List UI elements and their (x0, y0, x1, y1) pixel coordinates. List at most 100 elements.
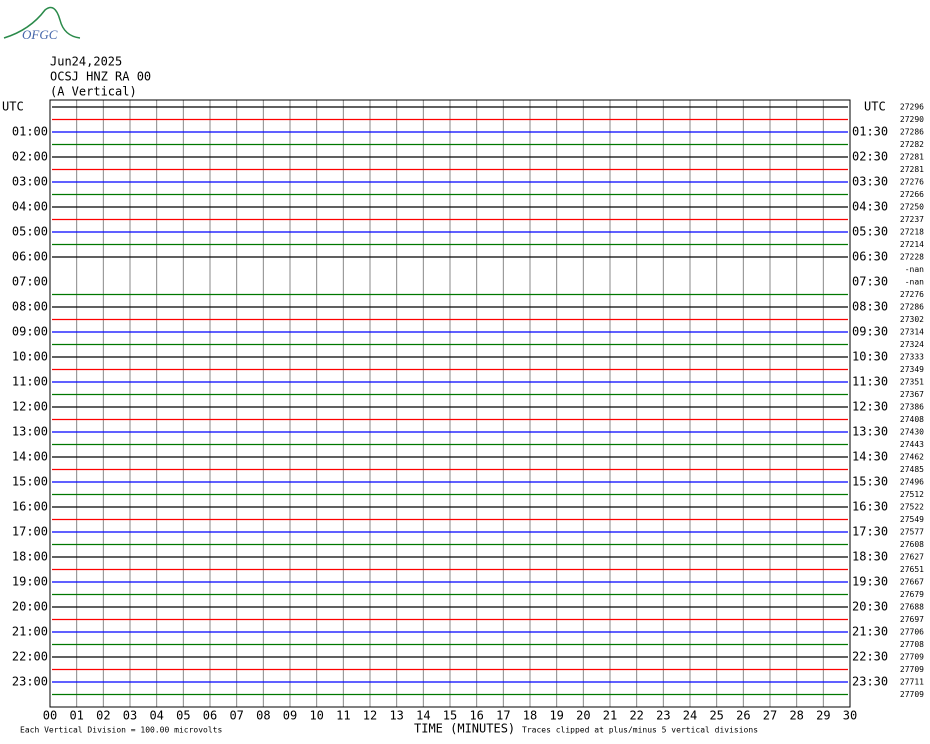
right-hour-label: 07:30 (852, 275, 888, 289)
row-value: 27711 (900, 678, 924, 687)
row-value: 27333 (900, 353, 924, 362)
x-tick-label: 14 (416, 709, 430, 723)
header-station: OCSJ HNZ RA 00 (50, 70, 151, 84)
x-tick-label: 30 (843, 709, 857, 723)
row-value: 27276 (900, 178, 924, 187)
left-hour-label: 23:00 (12, 675, 48, 689)
left-hour-label: 07:00 (12, 275, 48, 289)
row-value: 27496 (900, 478, 924, 487)
row-value: 27627 (900, 553, 924, 562)
x-tick-label: 08 (256, 709, 270, 723)
row-value: 27351 (900, 378, 924, 387)
row-value: 27430 (900, 428, 924, 437)
header-component: (A Vertical) (50, 85, 137, 99)
x-tick-label: 11 (336, 709, 350, 723)
row-value: 27286 (900, 128, 924, 137)
left-hour-label: 12:00 (12, 400, 48, 414)
row-value: 27485 (900, 465, 924, 474)
right-hour-label: 10:30 (852, 350, 888, 364)
row-value: 27608 (900, 540, 924, 549)
x-axis-title: TIME (MINUTES) (414, 722, 515, 736)
left-hour-label: 18:00 (12, 550, 48, 564)
row-value: -nan (905, 278, 924, 287)
right-hour-label: 17:30 (852, 525, 888, 539)
row-value: 27276 (900, 290, 924, 299)
row-value: 27512 (900, 490, 924, 499)
row-value: 27462 (900, 453, 924, 462)
right-hour-label: 06:30 (852, 250, 888, 264)
row-value: 27443 (900, 440, 924, 449)
row-value: 27688 (900, 603, 924, 612)
row-value: 27302 (900, 315, 924, 324)
row-value: 27651 (900, 565, 924, 574)
x-tick-label: 29 (816, 709, 830, 723)
right-hour-label: 13:30 (852, 425, 888, 439)
left-hour-label: 13:00 (12, 425, 48, 439)
right-axis-title: UTC (864, 100, 886, 114)
x-tick-label: 07 (229, 709, 243, 723)
footer-scale: Each Vertical Division = 100.00 microvol… (20, 726, 222, 735)
row-value: 27408 (900, 415, 924, 424)
right-hour-label: 15:30 (852, 475, 888, 489)
right-hour-label: 16:30 (852, 500, 888, 514)
row-value: 27549 (900, 515, 924, 524)
row-value: 27706 (900, 628, 924, 637)
x-tick-label: 10 (309, 709, 323, 723)
left-hour-label: 16:00 (12, 500, 48, 514)
row-value: 27709 (900, 690, 924, 699)
right-hour-label: 14:30 (852, 450, 888, 464)
left-axis-title: UTC (2, 100, 24, 114)
row-value: 27286 (900, 303, 924, 312)
left-hour-label: 22:00 (12, 650, 48, 664)
row-value: 27709 (900, 653, 924, 662)
row-value: 27314 (900, 328, 924, 337)
x-tick-label: 12 (363, 709, 377, 723)
right-hour-label: 03:30 (852, 175, 888, 189)
x-tick-label: 28 (789, 709, 803, 723)
row-value: 27237 (900, 215, 924, 224)
row-value: 27218 (900, 228, 924, 237)
x-tick-label: 03 (123, 709, 137, 723)
x-tick-label: 21 (603, 709, 617, 723)
x-tick-label: 06 (203, 709, 217, 723)
right-hour-label: 18:30 (852, 550, 888, 564)
x-tick-label: 13 (389, 709, 403, 723)
left-hour-label: 04:00 (12, 200, 48, 214)
row-value: 27290 (900, 115, 924, 124)
row-value: 27281 (900, 165, 924, 174)
row-value: 27697 (900, 615, 924, 624)
left-hour-label: 14:00 (12, 450, 48, 464)
plot-frame (49, 99, 851, 708)
x-tick-label: 02 (96, 709, 110, 723)
right-hour-label: 05:30 (852, 225, 888, 239)
row-value: 27577 (900, 528, 924, 537)
x-tick-label: 24 (683, 709, 697, 723)
right-hour-label: 01:30 (852, 125, 888, 139)
x-tick-label: 16 (469, 709, 483, 723)
x-tick-label: 05 (176, 709, 190, 723)
row-value: 27667 (900, 578, 924, 587)
right-hour-label: 11:30 (852, 375, 888, 389)
right-hour-label: 21:30 (852, 625, 888, 639)
left-hour-label: 02:00 (12, 150, 48, 164)
right-hour-label: 20:30 (852, 600, 888, 614)
x-tick-label: 17 (496, 709, 510, 723)
left-hour-label: 20:00 (12, 600, 48, 614)
x-tick-label: 25 (709, 709, 723, 723)
x-tick-label: 15 (443, 709, 457, 723)
row-value: 27349 (900, 365, 924, 374)
left-hour-label: 17:00 (12, 525, 48, 539)
left-hour-label: 21:00 (12, 625, 48, 639)
x-tick-label: 18 (523, 709, 537, 723)
row-value: 27282 (900, 140, 924, 149)
header-date: Jun24,2025 (50, 55, 122, 69)
left-hour-label: 15:00 (12, 475, 48, 489)
x-tick-label: 04 (149, 709, 163, 723)
footer-note: Traces clipped at plus/minus 5 vertical … (522, 726, 758, 735)
x-tick-label: 00 (43, 709, 57, 723)
left-hour-label: 08:00 (12, 300, 48, 314)
left-hour-label: 19:00 (12, 575, 48, 589)
right-hour-label: 22:30 (852, 650, 888, 664)
x-tick-label: 19 (549, 709, 563, 723)
left-hour-label: 05:00 (12, 225, 48, 239)
